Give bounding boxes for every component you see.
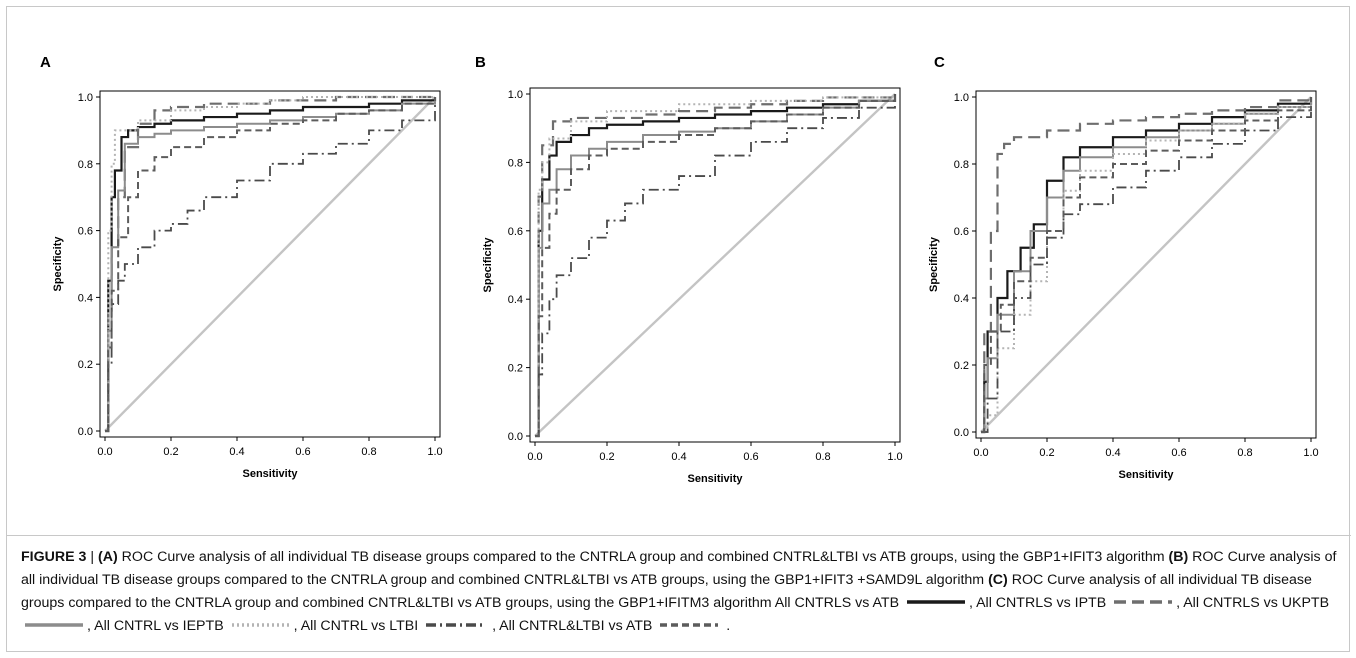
x-tick-label: 1.0: [887, 451, 902, 463]
roc-series-line: All CNTRL vs IEPTB: [105, 96, 435, 432]
y-tick-label: 0.8: [954, 159, 969, 171]
x-tick-label: 0.4: [671, 451, 686, 463]
legend-label: All CNTRLS vs UKPTB: [1183, 595, 1330, 611]
y-axis-label: Specificity: [928, 236, 940, 292]
panel-letter: A: [40, 54, 51, 71]
roc-series-line: All CNTRL vs LTBI: [105, 97, 436, 432]
y-axis-label: Specificity: [482, 237, 494, 293]
legend-label: All CNTRL&LTBI vs ATB: [499, 618, 657, 634]
y-tick-label: 0.8: [508, 157, 523, 169]
roc-series-line: All CNTRL&LTBI vs ATB: [981, 97, 1312, 433]
legend-swatch: [25, 623, 83, 627]
caption-text: ROC Curve analysis of all individual TB …: [21, 549, 1337, 588]
x-tick-label: 0.8: [1237, 447, 1252, 459]
x-tick-label: 0.6: [1171, 447, 1186, 459]
legend-swatch: [660, 623, 719, 627]
roc-series-line: All CNTRLS vs ATB: [105, 97, 437, 433]
caption-label: FIGURE 3: [21, 549, 87, 565]
x-tick-label: 0.2: [599, 451, 614, 463]
y-tick-label: 0.4: [954, 293, 969, 305]
plot-frame: [99, 90, 441, 438]
roc-series-line: All CNTRLS vs IPTB: [535, 94, 897, 438]
caption-panel-ref: (B): [1168, 549, 1189, 565]
y-tick-label: 1.0: [508, 89, 523, 101]
reference-diagonal: [104, 96, 436, 432]
legend-label: All CNTRLS vs ATB: [774, 595, 903, 611]
roc-series-line: All CNTRL vs IEPTB: [535, 94, 896, 437]
figure-frame: A 0.0 0.2 0.4 0.6 0.8 1.0 0.0 0.2 0.4 0.6 0.8 1.0 Se…: [6, 6, 1351, 652]
x-tick-label: 0.4: [229, 446, 244, 458]
x-tick-label: 0.0: [97, 446, 112, 458]
legend-swatch: [231, 623, 290, 627]
roc-chart-b: 0.0 0.2 0.4 0.6 0.8 1.0 0.0 0.2 0.4 0.6 0.8 1.0 Sens…: [482, 87, 903, 485]
legend-separator: .: [722, 618, 731, 634]
caption-text: ROC Curve analysis of all individual TB …: [117, 549, 1169, 565]
plot-frame: [529, 87, 901, 443]
panel-letter: B: [475, 54, 486, 71]
caption-panel-ref: (A): [98, 549, 118, 565]
legend-label: All CNTRL vs IEPTB: [94, 618, 228, 634]
legend-label: All CNTRLS vs IPTB: [976, 595, 1111, 611]
y-tick-label: 0.2: [954, 360, 969, 372]
reference-diagonal: [980, 96, 1312, 433]
roc-chart-a: 0.0 0.2 0.4 0.6 0.8 1.0 0.0 0.2 0.4 0.6 0.8 1.0 Sens…: [52, 90, 443, 480]
roc-series-line: All CNTRL&LTBI vs ATB: [535, 94, 896, 437]
x-axis-label: Sensitivity: [242, 468, 298, 480]
legend-separator: ,: [87, 618, 95, 634]
x-tick-label: 0.2: [163, 446, 178, 458]
legend-label: All CNTRL vs LTBI: [300, 618, 423, 634]
x-tick-label: 0.0: [527, 451, 542, 463]
caption-text: ROC Curve analysis of all individual TB …: [21, 572, 1312, 611]
y-tick-label: 0.6: [954, 226, 969, 238]
y-tick-label: 0.4: [78, 292, 93, 304]
x-tick-label: 0.4: [1105, 447, 1120, 459]
y-tick-label: 1.0: [78, 92, 93, 104]
x-axis-label: Sensitivity: [687, 473, 743, 485]
y-tick-label: 0.6: [508, 226, 523, 238]
x-tick-label: 1.0: [1303, 447, 1318, 459]
y-tick-label: 0.2: [508, 363, 523, 375]
x-tick-label: 0.8: [361, 446, 376, 458]
legend-separator: ,: [968, 595, 977, 611]
y-tick-label: 0.2: [78, 359, 93, 371]
roc-series-line: All CNTRLS vs UKPTB: [105, 97, 436, 432]
roc-series-line: All CNTRLS vs IPTB: [981, 97, 1313, 434]
y-axis-label: Specificity: [52, 236, 64, 292]
y-tick-label: 0.6: [78, 226, 93, 238]
panel-letter: C: [934, 54, 945, 71]
x-tick-label: 1.0: [427, 446, 442, 458]
y-tick-label: 0.0: [954, 427, 969, 439]
x-tick-label: 0.6: [743, 451, 758, 463]
legend-swatch: [906, 600, 965, 604]
legend-separator: ,: [293, 618, 301, 634]
caption-panel-ref: (C): [988, 572, 1008, 588]
y-tick-label: 0.0: [78, 426, 93, 438]
roc-series-line: All CNTRL vs LTBI: [535, 94, 896, 437]
plot-frame: [975, 90, 1317, 439]
legend-swatch: [1114, 600, 1173, 604]
reference-diagonal: [534, 93, 896, 437]
x-tick-label: 0.0: [973, 447, 988, 459]
y-tick-label: 0.4: [508, 294, 523, 306]
roc-chart-c: 0.0 0.2 0.4 0.6 0.8 1.0 0.0 0.2 0.4 0.6 0.8 1.0 Sens…: [928, 90, 1319, 481]
x-tick-label: 0.2: [1039, 447, 1054, 459]
legend-separator: ,: [488, 618, 500, 634]
x-axis-label: Sensitivity: [1118, 469, 1174, 481]
legend-separator: ,: [1176, 595, 1184, 611]
x-tick-label: 0.8: [815, 451, 830, 463]
y-tick-label: 0.8: [78, 159, 93, 171]
y-tick-label: 1.0: [954, 92, 969, 104]
roc-series-line: All CNTRL vs LTBI: [981, 97, 1312, 433]
figure-caption: FIGURE 3 | (A) ROC Curve analysis of all…: [7, 535, 1351, 638]
caption-separator: |: [86, 549, 99, 565]
legend-swatch: [426, 623, 485, 627]
y-tick-label: 0.0: [508, 431, 523, 443]
x-tick-label: 0.6: [295, 446, 310, 458]
